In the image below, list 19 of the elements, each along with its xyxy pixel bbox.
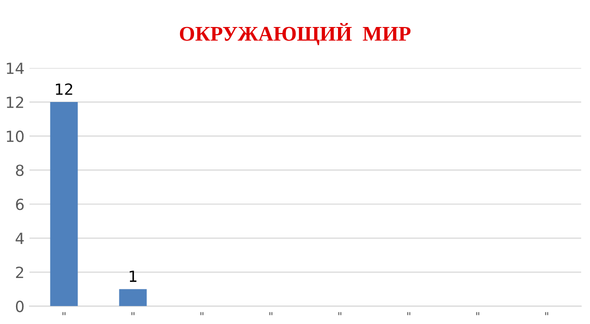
chart-title: ОКРУЖАЮЩИЙ МИР bbox=[180, 22, 411, 46]
data-label: 12 bbox=[56, 83, 72, 95]
x-tick-label: " bbox=[131, 312, 134, 316]
x-tick-label: " bbox=[545, 312, 548, 316]
x-tick-label: " bbox=[200, 312, 204, 316]
y-tick-label: 6 bbox=[16, 198, 24, 210]
y-tick-label: 12 bbox=[6, 96, 24, 108]
y-tick-label: 8 bbox=[16, 164, 24, 176]
y-tick-label: 4 bbox=[16, 232, 24, 244]
x-tick-label: " bbox=[269, 312, 272, 316]
y-tick-label: 2 bbox=[16, 266, 24, 278]
y-tick-label: 10 bbox=[6, 130, 24, 142]
y-tick-label: 14 bbox=[6, 62, 24, 74]
x-tick-label: " bbox=[476, 312, 480, 316]
x-tick-label: " bbox=[338, 312, 342, 316]
x-tick-label: " bbox=[407, 312, 410, 316]
x-tick-label: " bbox=[62, 312, 66, 316]
data-label: 1 bbox=[130, 270, 136, 282]
y-tick-label: 0 bbox=[16, 300, 24, 312]
